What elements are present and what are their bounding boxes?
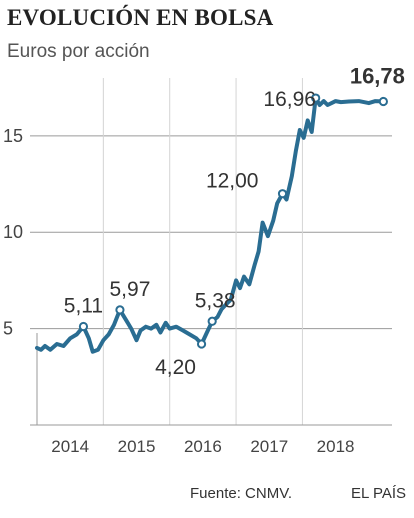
y-tick-label: 15 xyxy=(3,126,23,146)
source-note: Fuente: CNMV. xyxy=(190,485,292,502)
annotation-label: 5,11 xyxy=(64,294,103,317)
annotation-label: 4,20 xyxy=(155,356,196,379)
annotation-marker xyxy=(115,305,125,315)
x-tick-label: 2018 xyxy=(317,437,355,456)
annotation-label: 16,96 xyxy=(263,88,316,111)
annotation-marker xyxy=(196,339,207,349)
annotation-marker xyxy=(207,316,217,326)
annotation-marker xyxy=(311,93,321,103)
chart-title: EVOLUCIÓN EN BOLSA xyxy=(7,5,274,30)
x-tick-label: 2016 xyxy=(184,437,222,456)
annotation-label: 5,38 xyxy=(195,289,236,312)
annotation-label: 5,97 xyxy=(110,278,151,301)
chart-subtitle: Euros por acción xyxy=(7,41,150,62)
annotation-marker xyxy=(277,189,288,199)
x-tick-label: 2017 xyxy=(250,437,288,456)
annotation-marker xyxy=(78,321,89,332)
annotation-label: 16,78 xyxy=(350,64,405,89)
publisher-brand: EL PAÍS xyxy=(351,485,407,502)
y-tick-label: 5 xyxy=(3,319,13,339)
y-tick-label: 10 xyxy=(3,222,23,242)
annotation-label: 12,00 xyxy=(206,170,259,193)
x-tick-label: 2014 xyxy=(51,437,89,456)
annotation-marker xyxy=(378,96,388,107)
x-tick-label: 2015 xyxy=(118,437,156,456)
